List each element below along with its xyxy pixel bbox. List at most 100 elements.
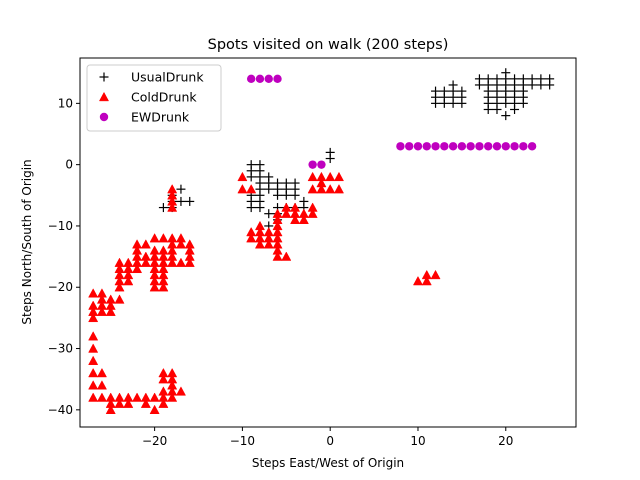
- data-point: [475, 142, 484, 151]
- data-point: [140, 398, 151, 408]
- data-point: [88, 367, 99, 378]
- data-point: [422, 142, 431, 151]
- data-point: [536, 74, 546, 84]
- y-tick-label: −30: [48, 342, 73, 356]
- y-tick-label: 0: [65, 158, 73, 172]
- data-point: [105, 404, 116, 414]
- data-point: [88, 331, 99, 341]
- data-point: [237, 171, 248, 182]
- data-point: [483, 104, 493, 114]
- data-point: [96, 392, 107, 402]
- data-point: [492, 74, 502, 84]
- data-point: [501, 68, 511, 78]
- data-point: [88, 380, 99, 390]
- data-point: [281, 251, 292, 261]
- data-point: [510, 142, 519, 151]
- data-point: [176, 196, 186, 206]
- data-point: [175, 239, 186, 249]
- data-point: [158, 233, 169, 243]
- data-point: [88, 392, 99, 402]
- data-point: [545, 74, 555, 84]
- data-point: [307, 208, 318, 218]
- data-point: [149, 282, 160, 292]
- data-point: [175, 386, 186, 396]
- data-point: [448, 142, 458, 151]
- data-point: [123, 398, 134, 408]
- data-point: [246, 172, 256, 182]
- data-point: [412, 275, 424, 286]
- data-point: [308, 160, 317, 169]
- legend-label-UsualDrunk: UsualDrunk: [131, 70, 204, 85]
- data-point: [281, 208, 292, 218]
- data-point: [333, 184, 344, 194]
- data-point: [96, 367, 107, 378]
- data-point: [96, 306, 107, 316]
- data-point: [501, 111, 511, 121]
- data-point: [158, 374, 169, 384]
- data-point: [176, 184, 186, 194]
- data-point: [246, 74, 256, 84]
- data-point: [255, 203, 265, 213]
- data-point: [396, 142, 405, 151]
- data-point: [149, 233, 160, 243]
- data-point: [237, 184, 248, 194]
- legend-marker-EWDrunk: [99, 112, 109, 122]
- data-point: [307, 184, 318, 194]
- data-point: [448, 80, 458, 90]
- data-point: [264, 184, 274, 194]
- data-point: [290, 214, 301, 224]
- data-point: [114, 398, 125, 408]
- data-point: [149, 404, 160, 414]
- data-point: [421, 275, 432, 286]
- data-point: [527, 74, 537, 84]
- data-point: [88, 288, 99, 298]
- data-point: [501, 142, 510, 151]
- data-point: [140, 257, 151, 267]
- data-point: [123, 275, 134, 286]
- data-point: [457, 86, 467, 96]
- data-point: [298, 214, 309, 224]
- data-point: [264, 74, 273, 84]
- legend-label-EWDrunk: EWDrunk: [131, 110, 190, 125]
- data-point: [430, 269, 441, 280]
- data-point: [246, 203, 256, 213]
- data-point: [167, 392, 178, 402]
- data-point: [405, 142, 414, 151]
- y-tick-label: −20: [48, 280, 73, 294]
- data-point: [316, 184, 327, 194]
- data-point: [263, 239, 274, 249]
- data-point: [254, 239, 265, 249]
- data-point: [132, 392, 143, 402]
- x-tick-label: 10: [410, 434, 425, 448]
- x-axis-label: Steps East/West of Origin: [252, 456, 404, 470]
- data-point: [273, 74, 282, 84]
- data-point: [273, 190, 283, 200]
- data-point: [88, 312, 99, 323]
- data-point: [88, 355, 99, 365]
- x-tick-label: −10: [230, 434, 255, 448]
- legend-marker-ColdDrunk: [98, 91, 110, 102]
- data-point: [175, 257, 186, 267]
- data-point: [518, 74, 528, 84]
- data-point: [281, 190, 291, 200]
- x-tick-label: 20: [498, 434, 513, 448]
- x-axis: −20 −10 0 10 20: [142, 427, 513, 448]
- y-tick-label: 10: [58, 96, 73, 110]
- legend-label-ColdDrunk: ColdDrunk: [131, 90, 197, 105]
- legend: UsualDrunk ColdDrunk EWDrunk: [86, 64, 222, 132]
- data-point: [105, 306, 116, 316]
- data-point: [413, 142, 423, 151]
- series-ColdDrunk: [88, 171, 441, 414]
- data-point: [317, 160, 326, 169]
- data-point: [255, 74, 265, 84]
- data-point: [96, 380, 107, 390]
- data-point: [325, 184, 336, 194]
- data-point: [132, 263, 143, 274]
- data-point: [439, 86, 449, 96]
- data-point: [184, 257, 195, 267]
- data-point: [431, 86, 441, 96]
- data-point: [114, 294, 125, 304]
- data-point: [527, 142, 537, 151]
- legend-box: [86, 64, 222, 132]
- data-point: [440, 142, 449, 151]
